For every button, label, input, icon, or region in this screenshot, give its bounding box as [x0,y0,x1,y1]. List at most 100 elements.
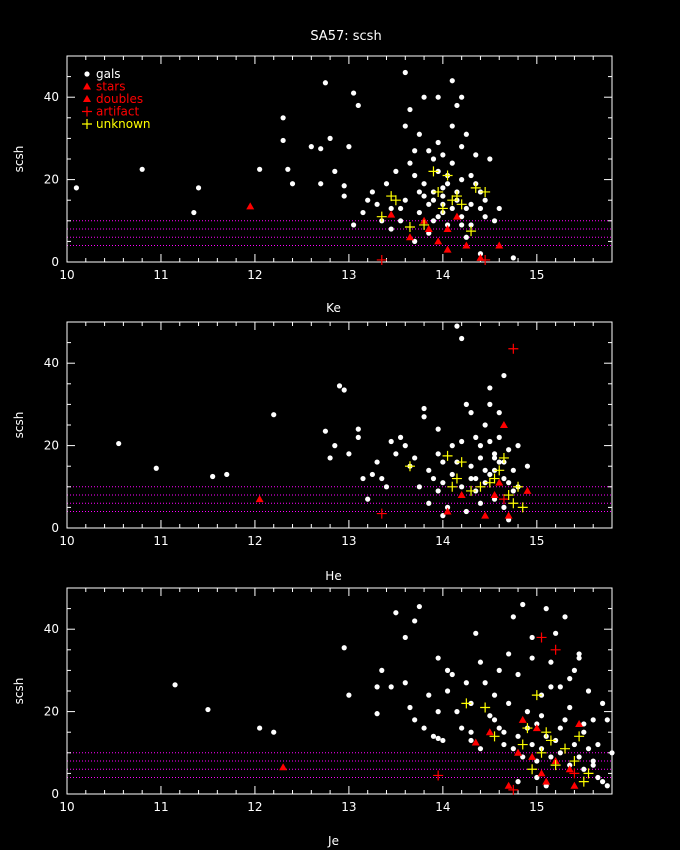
stars-point [443,245,452,253]
unknown-point [447,481,458,492]
gals-point [440,152,446,158]
gals-point [426,148,432,154]
gals-point [459,177,465,183]
gals-point [412,172,418,179]
gals-point [576,655,582,661]
gals-point [426,467,432,473]
unknown-point [489,473,500,484]
gals-point [477,443,484,449]
unknown-point [447,195,458,206]
gals-point [529,741,535,748]
unknown-point [404,221,415,232]
gals-point [463,508,469,515]
gals-point [491,451,498,457]
gals-point [360,475,366,482]
gals-point [468,463,474,469]
gals-point [388,438,394,445]
gals-point [374,459,380,465]
y-tick-label: 0 [51,787,59,801]
gals-point [407,704,413,711]
gals-point [397,218,404,224]
gals-point [374,684,380,690]
gals-point [496,434,502,440]
stars-point [565,765,574,773]
gals-point [604,717,610,723]
unknown-point [404,461,415,472]
gals-point [477,251,484,257]
gals-point [444,222,451,228]
unknown-point [433,186,444,197]
x-tick-label: 10 [59,534,74,548]
gals-point [454,709,460,715]
panel-2: 10 11 12 13 14 15 0 20 40 He scsh [12,321,613,583]
gals-point [440,185,446,191]
gals-point [388,226,394,232]
gals-point [515,733,521,739]
gals-point [600,700,606,706]
gals-point [477,659,484,665]
gals-point [463,234,469,240]
gals-point [257,725,263,731]
gals-point [501,504,507,510]
unknown-point [480,186,491,197]
x-tick-label: 11 [153,268,168,282]
x-tick-label: 15 [529,800,544,814]
gals-point [459,484,465,490]
gals-point [468,222,474,228]
unknown-point [527,764,538,775]
stars-point [532,724,541,732]
unknown-point [494,465,505,476]
gals-point [383,484,390,490]
gals-point [139,166,145,172]
gals-point [397,434,404,440]
legend-marker-unknown [82,119,92,129]
gals-point [440,459,446,465]
gals-point [412,618,418,624]
unknown-point [489,731,500,742]
gals-point [350,222,357,228]
gals-point [444,181,451,187]
artifact-point [569,768,580,779]
stars-point [504,781,513,789]
stars-point [434,237,443,245]
gals-point [412,717,418,723]
gals-point [350,90,357,96]
gals-point [402,69,408,76]
plot-frame [66,321,613,529]
gals-point [449,160,455,166]
unknown-point [484,477,495,488]
gals-point [365,197,371,203]
gals-point [172,682,178,688]
y-tick-label: 0 [51,521,59,535]
gals-point [548,754,554,760]
gals-point [341,387,347,393]
y-axis-label: scsh [12,678,26,705]
gals-point [473,630,479,636]
gals-point [308,144,314,150]
gals-point [374,201,380,207]
gals-point [421,181,427,187]
artifact-point [508,784,519,795]
gals-point [426,500,432,506]
stars-point [405,233,414,241]
gals-point [388,684,394,690]
unknown-point [376,211,387,222]
artifact-point [480,254,491,265]
gals-point [496,725,502,731]
stars-point [471,738,480,746]
gals-point [487,156,493,162]
gals-point [567,704,573,711]
unknown-point [437,203,448,214]
stars-point [481,511,490,519]
gals-point [506,447,512,453]
legend-label-unknown: unknown [96,117,151,131]
gals-point [482,197,488,203]
gals-point [491,692,498,698]
stars-point [443,507,452,515]
gals-point [73,185,79,191]
gals-point [449,205,455,212]
gals-point [271,729,277,735]
gals-point [477,746,484,752]
gals-point [327,135,333,141]
